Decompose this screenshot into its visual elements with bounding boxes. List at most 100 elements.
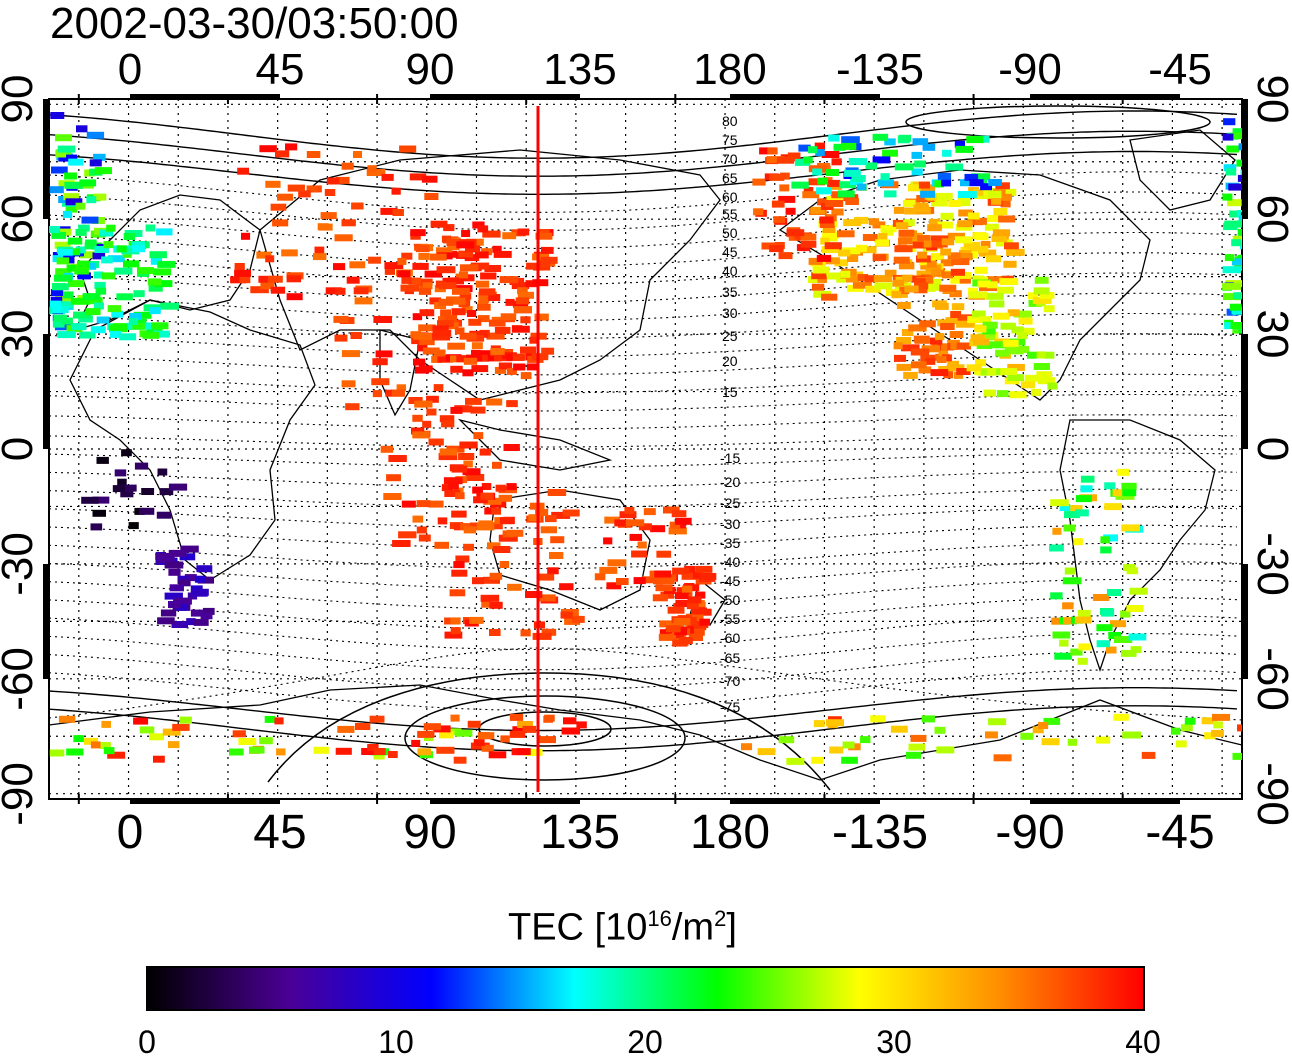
tec-measurement (351, 202, 364, 210)
tec-measurement (852, 281, 872, 289)
tec-measurement (412, 313, 423, 321)
tec-measurement (1113, 713, 1129, 721)
tec-measurement (988, 718, 1007, 726)
tec-measurement (432, 325, 449, 333)
tec-measurement (111, 310, 124, 318)
coastline (489, 489, 651, 611)
right-latitude-ticks: 90 60 30 0 -30 -60 -90 (1248, 75, 1292, 826)
tec-measurement (1116, 468, 1130, 476)
tec-measurement (447, 342, 465, 350)
colorbar (146, 966, 1145, 1011)
tec-measurement (314, 246, 325, 254)
magnetic-contour (49, 292, 1238, 322)
tec-measurement (1059, 639, 1069, 647)
bottom-longitude-tick: 0 (117, 806, 144, 859)
tec-measurement (355, 723, 371, 730)
tec-measurement (660, 577, 675, 584)
tec-measurement (864, 275, 878, 283)
tec-measurement (937, 221, 953, 229)
tec-measurement (470, 262, 490, 270)
tec-measurement (930, 253, 945, 261)
tec-measurement (537, 573, 555, 581)
tec-measurement (545, 515, 557, 523)
tec-measurement (489, 572, 503, 580)
tec-measurement (65, 205, 78, 213)
tec-measurement (64, 181, 83, 189)
tec-measurement (572, 615, 585, 623)
tec-measurement (58, 306, 69, 314)
tec-measurement (74, 267, 89, 275)
magnetic-contour (49, 452, 1238, 468)
tec-measurement (996, 390, 1009, 398)
tec-measurement (399, 145, 417, 153)
tec-measurement (341, 380, 356, 388)
frame-bar (43, 334, 49, 449)
tec-measurement (800, 240, 817, 248)
tec-measurement (516, 748, 531, 756)
tec-measurement (1063, 617, 1076, 625)
frame-bar (1030, 94, 1180, 100)
tec-measurement (426, 408, 437, 416)
tec-measurement (447, 277, 464, 285)
tec-measurement (828, 134, 840, 142)
tec-measurement (164, 561, 184, 569)
tec-measurement (1236, 210, 1242, 217)
tec-measurement (153, 268, 171, 276)
tec-measurement (941, 343, 952, 351)
tec-measurement (410, 232, 421, 240)
tec-measurement (910, 734, 927, 742)
tec-measurement (429, 297, 442, 305)
tec-measurement (96, 456, 109, 464)
magnetic-contour (49, 687, 1238, 732)
tec-measurement (907, 236, 922, 244)
contour-label: -50 (720, 592, 740, 608)
tec-measurement (875, 239, 890, 247)
tec-measurement (128, 318, 138, 325)
tec-measurement (616, 578, 629, 585)
tec-measurement (341, 162, 354, 170)
tec-measurement (1224, 220, 1242, 228)
tec-measurement (973, 338, 990, 346)
tec-measurement (934, 180, 945, 188)
tec-measurement (539, 736, 556, 744)
tec-measurement (997, 286, 1014, 294)
tec-measurement (1036, 351, 1046, 359)
tec-measurement (975, 233, 989, 241)
tec-measurement (908, 324, 927, 332)
tec-measurement (541, 347, 555, 355)
tec-measurement (447, 297, 466, 305)
tec-measurement (391, 389, 406, 397)
tec-measurement (599, 566, 618, 574)
tec-measurement (949, 331, 964, 338)
tec-measurement (1096, 736, 1111, 744)
tec-measurement (894, 245, 913, 253)
tec-measurement (433, 384, 444, 392)
tec-measurement (463, 460, 473, 468)
tec-measurement (837, 190, 855, 198)
tec-measurement (901, 329, 914, 336)
tec-measurement (1184, 717, 1196, 725)
tec-measurement (456, 355, 467, 363)
tec-measurement (987, 281, 998, 289)
tec-measurement (483, 497, 502, 505)
south-pole-oval-outer (267, 672, 831, 791)
tec-measurement (985, 255, 1002, 263)
tec-measurement (908, 184, 921, 192)
tec-measurement (298, 190, 311, 198)
top-longitude-tick: 135 (543, 45, 616, 94)
tec-measurement (129, 312, 142, 320)
tec-measurement (941, 271, 954, 279)
tec-measurement (471, 365, 489, 373)
tec-measurement (306, 151, 321, 158)
tec-measurement (264, 715, 276, 723)
tec-measurement (1059, 504, 1071, 511)
tec-measurement (1170, 727, 1181, 735)
tec-measurement (641, 576, 654, 584)
tec-measurement (372, 358, 388, 366)
tec-measurement (484, 507, 497, 515)
tec-measurement (778, 252, 793, 260)
tec-measurement (106, 224, 116, 232)
tec-measurement (509, 713, 524, 721)
tec-measurement (957, 195, 970, 203)
